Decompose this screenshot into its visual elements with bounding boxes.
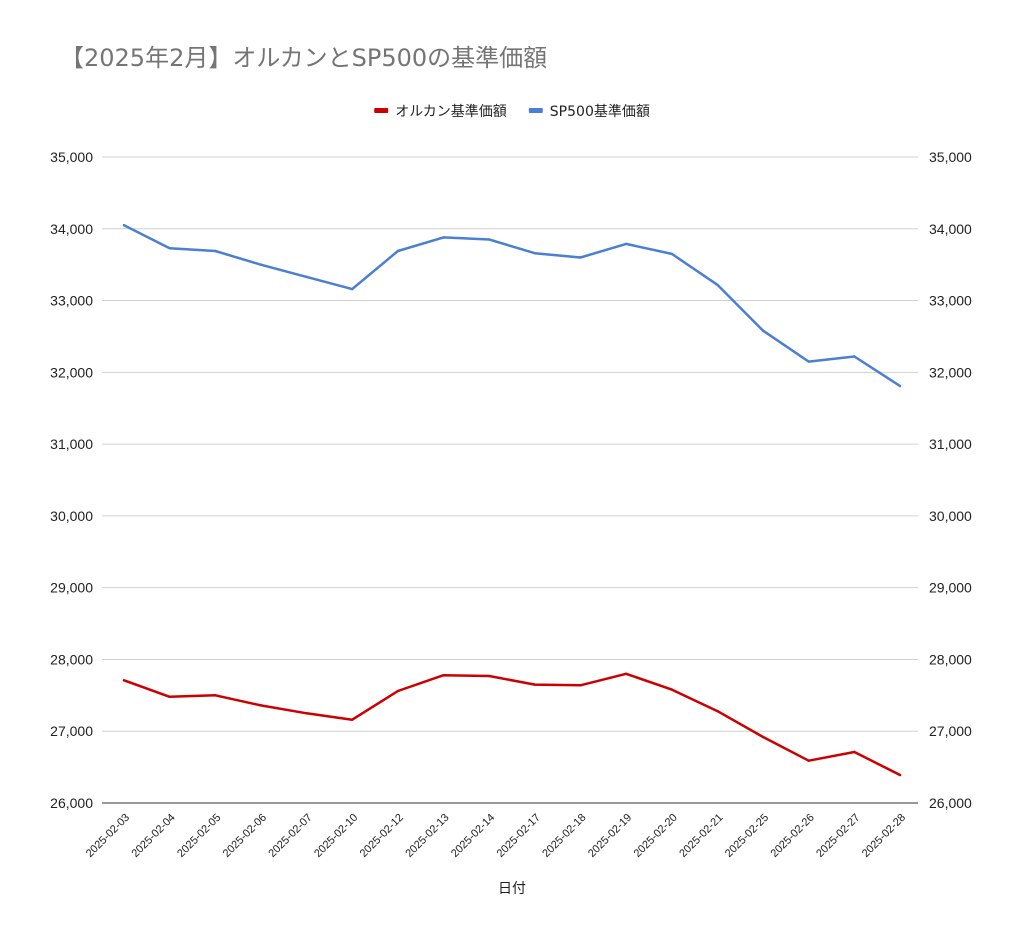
- data-point: [761, 329, 765, 332]
- data-point: [351, 287, 354, 291]
- data-point: [259, 263, 263, 266]
- y-tick-label-left: 26,000: [50, 795, 93, 811]
- data-point: [533, 252, 536, 255]
- data-point: [351, 718, 354, 721]
- x-tick-label: 2025-02-06: [221, 812, 269, 860]
- grid-lines: [102, 156, 918, 804]
- data-point: [214, 694, 217, 697]
- data-point: [807, 360, 810, 363]
- data-point: [670, 252, 673, 256]
- y-tick-label-right: 30,000: [929, 508, 972, 524]
- x-tick-label: 2025-02-05: [175, 812, 223, 860]
- y-tick-label-right: 26,000: [929, 795, 972, 811]
- x-tick-label: 2025-02-07: [266, 812, 314, 860]
- y-axis-right: 35,000 34,000 33,000 32,000 31,000 30,000 29,0…: [929, 149, 972, 811]
- legend: オルカン基準価額 SP500基準価額: [374, 103, 650, 120]
- x-tick-label: 2025-02-26: [769, 812, 817, 860]
- y-tick-label-left: 34,000: [50, 221, 93, 237]
- legend-item: SP500基準価額: [528, 103, 650, 120]
- data-point: [442, 236, 445, 239]
- data-point: [761, 735, 765, 739]
- data-point: [624, 242, 628, 246]
- x-tick-label: 2025-02-10: [312, 812, 360, 860]
- y-tick-label-right: 33,000: [929, 293, 972, 309]
- data-point: [168, 247, 171, 250]
- y-tick-label-left: 33,000: [50, 293, 93, 309]
- series-1: [122, 672, 902, 777]
- y-tick-label-right: 28,000: [929, 651, 972, 667]
- x-tick-label: 2025-02-03: [84, 812, 132, 860]
- y-tick-label-right: 31,000: [929, 436, 972, 452]
- data-point: [396, 249, 400, 253]
- data-point: [579, 684, 582, 687]
- y-tick-label-left: 29,000: [50, 580, 93, 596]
- y-tick-label-left: 32,000: [50, 364, 93, 380]
- x-tick-label: 2025-02-17: [495, 812, 543, 860]
- series-2: [122, 223, 902, 388]
- x-tick-label: 2025-02-25: [723, 812, 771, 860]
- legend-label: オルカン基準価額: [395, 103, 507, 120]
- chart-title: 【2025年2月】オルカンとSP500の基準価額: [60, 44, 547, 72]
- data-point: [488, 674, 491, 678]
- data-point: [853, 355, 856, 358]
- data-point: [305, 712, 308, 715]
- y-tick-label-right: 32,000: [929, 364, 972, 380]
- data-point: [214, 249, 217, 253]
- legend-swatch: [374, 108, 389, 113]
- data-point: [898, 384, 902, 388]
- data-point: [853, 750, 856, 754]
- y-tick-label-left: 30,000: [50, 508, 93, 524]
- data-point: [716, 283, 719, 286]
- x-tick-label: 2025-02-28: [860, 812, 908, 860]
- y-tick-label-left: 35,000: [50, 149, 93, 165]
- data-point: [305, 275, 308, 279]
- x-tick-label: 2025-02-21: [677, 812, 725, 860]
- x-tick-label: 2025-02-13: [403, 812, 451, 860]
- data-point: [533, 683, 536, 686]
- data-point: [122, 224, 126, 227]
- data-point: [259, 704, 263, 707]
- series-lines: [122, 223, 902, 777]
- x-tick-label: 2025-02-27: [814, 812, 862, 860]
- data-point: [442, 674, 445, 677]
- data-point: [396, 689, 400, 693]
- x-tick-label: 2025-02-14: [449, 812, 497, 860]
- x-tick-label: 2025-02-12: [358, 812, 406, 860]
- y-tick-label-left: 28,000: [50, 651, 93, 667]
- x-axis: 2025-02-032025-02-042025-02-052025-02-06…: [84, 812, 908, 860]
- x-axis-label: 日付: [498, 881, 526, 897]
- x-tick-label: 2025-02-18: [540, 812, 588, 860]
- data-point: [168, 695, 171, 698]
- series-line: [122, 223, 902, 388]
- x-tick-label: 2025-02-20: [632, 812, 680, 860]
- data-point: [898, 773, 902, 777]
- y-tick-label-right: 29,000: [929, 580, 972, 596]
- data-point: [579, 256, 582, 259]
- series-line: [122, 672, 902, 777]
- data-point: [807, 759, 810, 762]
- x-tick-label: 2025-02-04: [129, 812, 177, 860]
- y-tick-label-left: 31,000: [50, 436, 93, 452]
- data-point: [670, 688, 673, 691]
- data-point: [624, 672, 628, 675]
- legend-label: SP500基準価額: [550, 103, 650, 120]
- legend-item: オルカン基準価額: [374, 103, 507, 120]
- data-point: [716, 709, 719, 713]
- legend-swatch: [528, 108, 543, 113]
- y-axis-left: 35,000 34,000 33,000 32,000 31,000 30,000 29,0…: [50, 149, 93, 811]
- y-tick-label-right: 35,000: [929, 149, 972, 165]
- x-tick-label: 2025-02-19: [586, 812, 634, 860]
- y-tick-label-left: 27,000: [50, 723, 93, 739]
- y-tick-label-right: 27,000: [929, 723, 972, 739]
- data-point: [488, 238, 491, 241]
- y-tick-label-right: 34,000: [929, 221, 972, 237]
- data-point: [122, 679, 126, 682]
